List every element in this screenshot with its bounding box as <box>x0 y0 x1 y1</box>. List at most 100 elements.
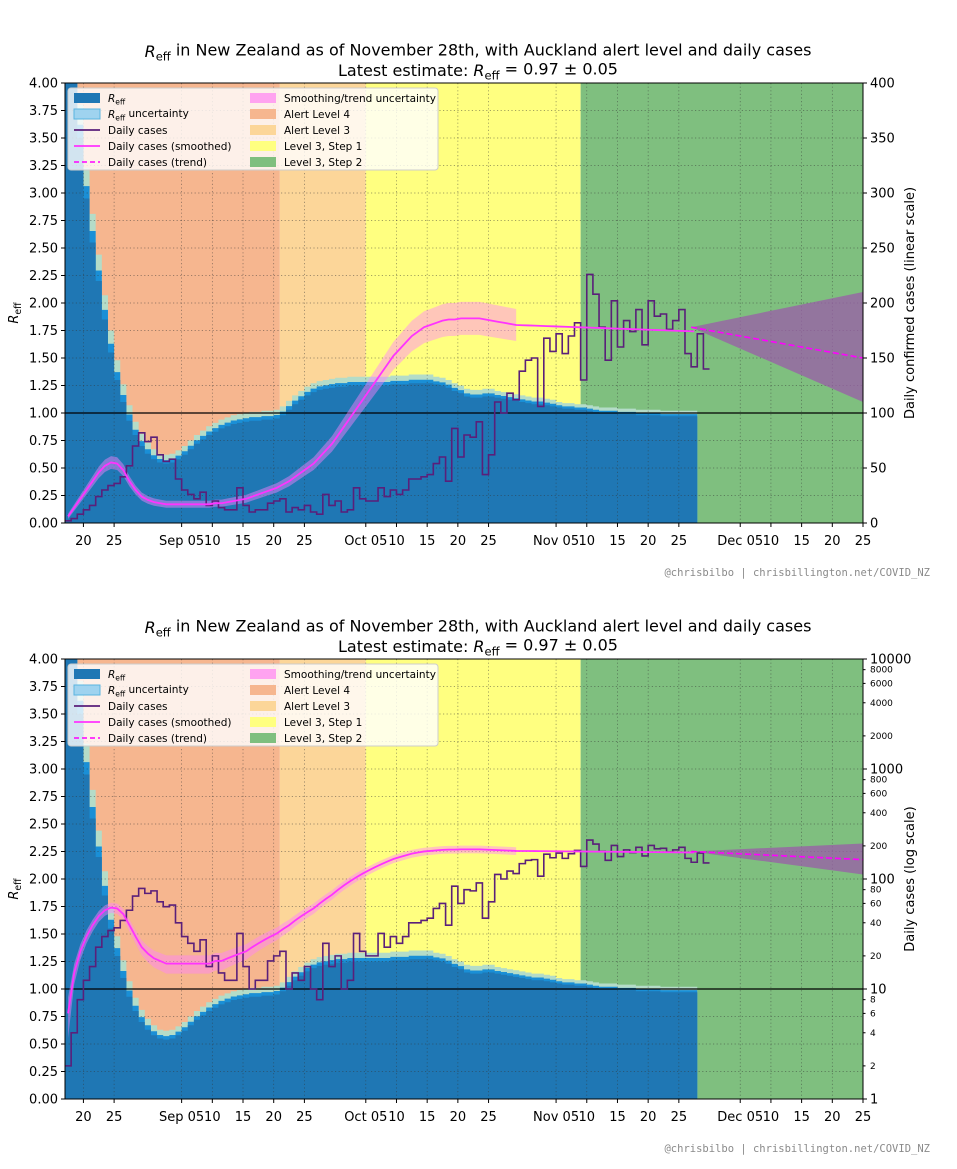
y-left-tick-label: 2.75 <box>29 214 58 229</box>
x-tick-label: 25 <box>855 534 872 549</box>
legend-swatch <box>250 685 276 695</box>
y-left-tick-label: 3.25 <box>29 159 58 174</box>
legend-label: Daily cases (trend) <box>108 733 207 745</box>
y-left-tick-label: 0.25 <box>29 489 58 504</box>
y-left-tick-label: 0.25 <box>29 1065 58 1080</box>
chart-panel-1: 0.00 0.25 0.50 0.75 1.00 1.25 1.50 1.75 2.00 2.25… <box>7 41 930 579</box>
legend-label: Smoothing/trend uncertainty <box>284 93 436 105</box>
legend-label: Reff uncertainty <box>108 108 189 122</box>
x-tick-label: Dec 05 <box>717 534 763 549</box>
y-left-tick-label: 1.00 <box>29 983 58 998</box>
y-right-tick-label: 200 <box>870 297 895 312</box>
x-tick-label: 25 <box>671 1110 688 1125</box>
x-tick-label: 20 <box>265 534 282 549</box>
y-left-tick-label: 3.75 <box>29 680 58 695</box>
chart-subtitle: Latest estimate: Reff = 0.97 ± 0.05 <box>338 636 618 659</box>
legend-swatch <box>250 733 276 743</box>
legend-label: Alert Level 3 <box>284 701 350 713</box>
x-tick-label: 10 <box>763 1110 780 1125</box>
x-tick-label: Oct 05 <box>344 534 387 549</box>
y-left-tick-label: 2.25 <box>29 845 58 860</box>
x-tick-label: Sep 05 <box>159 1110 204 1125</box>
y-label-left: Reff <box>7 878 24 900</box>
y-left-tick-label: 2.50 <box>29 242 58 257</box>
y-left-tick-label: 3.50 <box>29 132 58 147</box>
legend-label: Daily cases (smoothed) <box>108 141 232 153</box>
y-right-minor-tick-label: 800 <box>870 776 887 786</box>
x-tick-label: 15 <box>793 534 810 549</box>
y-left-tick-label: 1.75 <box>29 324 58 339</box>
x-tick-label: Sep 05 <box>159 534 204 549</box>
y-right-tick-label: 150 <box>870 352 895 367</box>
y-left-tick-label: 0.50 <box>29 462 58 477</box>
credit-text: @chrisbilbo | chrisbillington.net/COVID_… <box>664 1143 930 1155</box>
y-right-minor-tick-label: 4000 <box>870 699 893 709</box>
y-right-tick-label: 0 <box>870 517 878 532</box>
y-left-tick-label: 1.50 <box>29 928 58 943</box>
y-left-tick-label: 0.75 <box>29 434 58 449</box>
x-tick-label: 20 <box>450 534 467 549</box>
y-left-tick-label: 2.00 <box>29 297 58 312</box>
y-left-tick-label: 3.50 <box>29 708 58 723</box>
x-tick-label: 20 <box>75 534 92 549</box>
x-tick-label: 25 <box>855 1110 872 1125</box>
legend-label: Reff <box>108 93 126 106</box>
daily-cases-smoothed-line <box>67 317 695 517</box>
legend-swatch <box>250 141 276 151</box>
x-tick-label: 10 <box>578 1110 595 1125</box>
x-tick-label: 10 <box>204 534 221 549</box>
x-tick-label: 20 <box>75 1110 92 1125</box>
legend: Reff Reff uncertainty Daily cases Daily cas… <box>67 87 439 171</box>
x-tick-label: 20 <box>640 534 657 549</box>
y-left-tick-label: 1.75 <box>29 900 58 915</box>
legend-swatch <box>250 93 276 103</box>
x-tick-label: Nov 05 <box>533 534 579 549</box>
x-tick-label: 25 <box>671 534 688 549</box>
x-tick-label: 15 <box>419 534 436 549</box>
chart-title: Reff in New Zealand as of November 28th,… <box>145 41 812 64</box>
legend-label: Level 3, Step 1 <box>284 717 362 729</box>
trend-uncertainty <box>691 843 863 875</box>
y-right-tick-label: 250 <box>870 242 895 257</box>
x-tick-label: 15 <box>609 1110 626 1125</box>
x-tick-label: Nov 05 <box>533 1110 579 1125</box>
legend-swatch <box>250 125 276 135</box>
x-tick-label: 25 <box>480 1110 497 1125</box>
y-right-minor-tick-label: 60 <box>870 899 882 909</box>
y-left-tick-label: 1.25 <box>29 955 58 970</box>
legend-label: Daily cases <box>108 701 168 713</box>
y-left-tick-label: 0.00 <box>29 517 58 532</box>
y-label-right: Daily confirmed cases (linear scale) <box>903 187 918 419</box>
chart-subtitle: Latest estimate: Reff = 0.97 ± 0.05 <box>338 60 618 83</box>
legend-label: Daily cases <box>108 125 168 137</box>
y-right-minor-tick-label: 4 <box>870 1029 876 1039</box>
legend-label: Level 3, Step 1 <box>284 141 362 153</box>
legend-label: Daily cases (trend) <box>108 157 207 169</box>
legend-swatch <box>74 93 100 103</box>
y-right-tick-label: 1000 <box>870 763 903 778</box>
legend-swatch <box>73 684 101 696</box>
x-tick-label: 10 <box>763 534 780 549</box>
x-tick-label: 15 <box>235 534 252 549</box>
y-right-tick-label: 350 <box>870 132 895 147</box>
x-tick-label: 20 <box>450 1110 467 1125</box>
grid <box>65 659 864 1099</box>
legend-swatch <box>250 669 276 679</box>
x-tick-label: Dec 05 <box>717 1110 763 1125</box>
y-left-tick-label: 4.00 <box>29 653 58 668</box>
legend-label: Reff uncertainty <box>108 684 189 698</box>
y-left-tick-label: 3.75 <box>29 104 58 119</box>
x-tick-label: 20 <box>824 534 841 549</box>
daily-cases-trend-line <box>691 850 864 861</box>
y-left-tick-label: 3.00 <box>29 763 58 778</box>
daily-cases-trend-line <box>690 326 864 359</box>
y-left-tick-label: 1.50 <box>29 352 58 367</box>
y-right-tick-label: 300 <box>870 187 895 202</box>
y-left-tick-label: 0.50 <box>29 1038 58 1053</box>
y-left-tick-label: 2.50 <box>29 818 58 833</box>
x-tick-label: 15 <box>609 534 626 549</box>
y-right-tick-label: 1 <box>870 1093 878 1108</box>
y-right-minor-tick-label: 20 <box>870 952 882 962</box>
x-tick-label: Oct 05 <box>344 1110 387 1125</box>
legend: Reff Reff uncertainty Daily cases Daily cas… <box>67 663 439 747</box>
